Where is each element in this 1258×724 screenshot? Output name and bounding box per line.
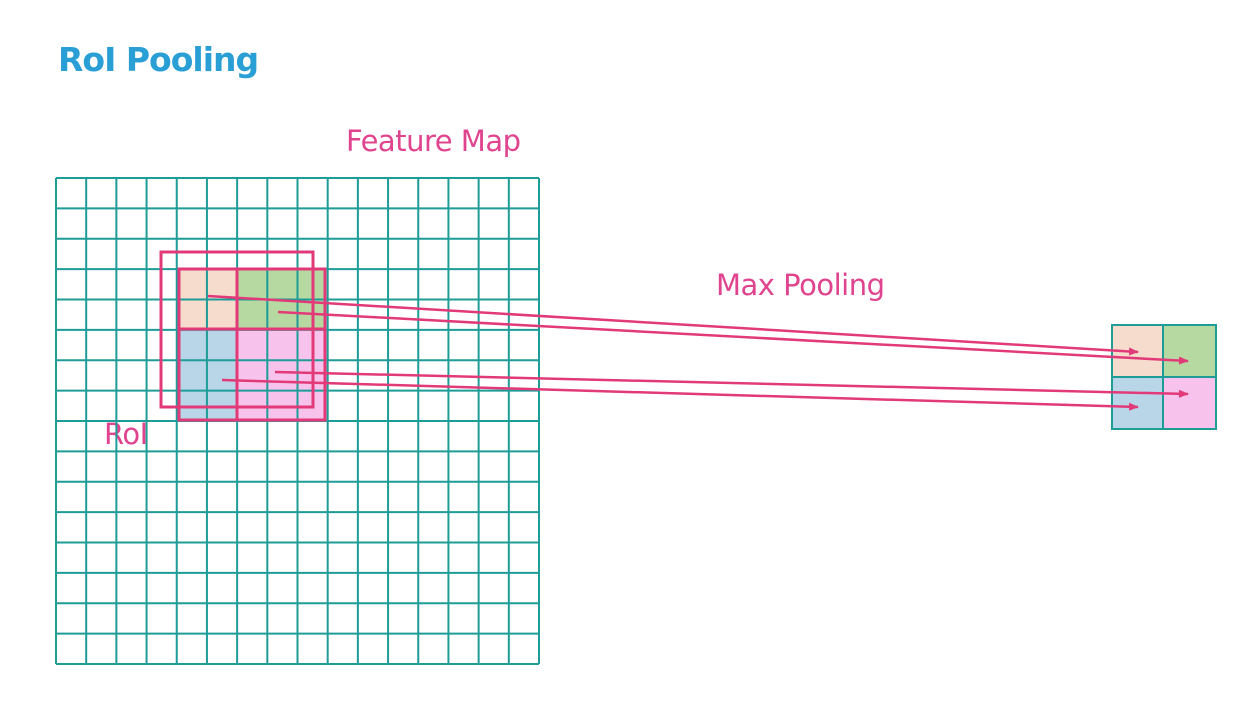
output-cell-bottom-right [1163,377,1216,429]
roi-label: RoI [104,417,148,451]
output-cell-bottom-left [1112,377,1163,429]
output-cell-top-right [1163,325,1216,377]
arrow-bottom-right [274,370,1189,398]
roi-quadrant-bottom-left [179,329,237,420]
max-pooling-label: Max Pooling [716,268,885,302]
roi-quadrant-bottom-right [237,329,325,420]
arrow-bottom-left [221,378,1139,411]
roi-box-inner [177,267,327,422]
page-title: RoI Pooling [58,40,259,79]
arrow-top-left [207,294,1139,356]
output-grid-lines [1111,324,1217,430]
feature-map-label: Feature Map [346,124,521,158]
arrow-top-right [277,310,1189,365]
max-pooling-arrows [207,294,1189,411]
